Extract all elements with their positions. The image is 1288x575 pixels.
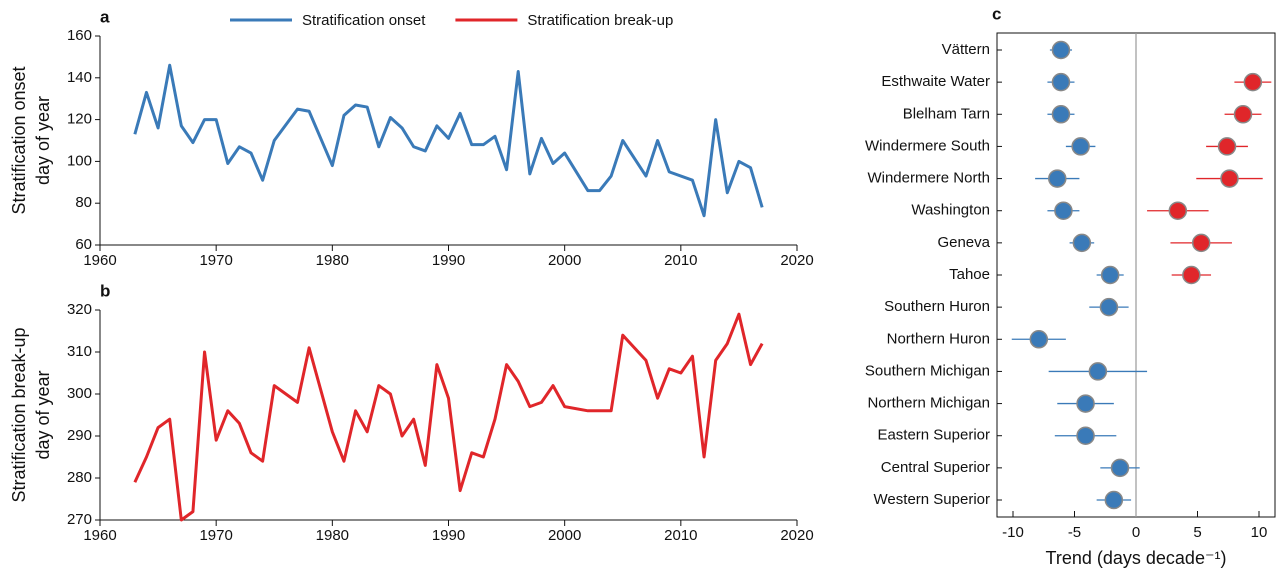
- y-tick-label: 60: [75, 236, 92, 253]
- x-axis-label: Trend (days decade⁻¹): [1046, 548, 1227, 568]
- trend-point: [1233, 105, 1253, 124]
- category-label: Southern Huron: [884, 298, 990, 315]
- x-tick-label: 0: [1132, 524, 1140, 541]
- trend-point: [1191, 233, 1211, 253]
- category-label: Tahoe: [949, 266, 990, 283]
- y-tick-label: 100: [67, 152, 92, 169]
- y-axis-label: Stratification onset: [9, 66, 29, 214]
- panel-label: c: [992, 4, 1001, 23]
- trend-point: [1099, 297, 1119, 317]
- y-tick-label: 300: [67, 385, 92, 402]
- trend-point: [1100, 265, 1120, 285]
- trend-point: [1243, 72, 1263, 92]
- category-label: Washington: [911, 202, 990, 219]
- category-label: Northern Huron: [887, 330, 990, 347]
- category-label: Vättern: [942, 41, 990, 58]
- category-label: Blelham Tarn: [903, 105, 990, 122]
- y-axis-label: Stratification break-up: [9, 327, 29, 502]
- x-tick-label: 1960: [83, 252, 116, 269]
- trend-point: [1051, 105, 1071, 124]
- y-axis-label: day of year: [33, 370, 53, 459]
- x-tick-label: -10: [1002, 524, 1024, 541]
- trend-point: [1168, 201, 1188, 220]
- trend-point: [1051, 40, 1071, 60]
- x-tick-label: 1970: [199, 252, 232, 269]
- legend-label: Stratification onset: [302, 12, 426, 29]
- trend-point: [1029, 330, 1049, 349]
- x-tick-label: 1990: [432, 252, 465, 269]
- category-label: Western Superior: [874, 491, 990, 508]
- series-line: [133, 63, 764, 218]
- trend-point: [1051, 72, 1071, 92]
- category-label: Windermere South: [865, 137, 990, 154]
- x-tick-label: 2020: [780, 527, 813, 544]
- y-tick-label: 140: [67, 69, 92, 86]
- trend-point: [1088, 362, 1108, 381]
- category-label: Eastern Superior: [877, 427, 990, 444]
- trend-point: [1076, 426, 1095, 445]
- category-label: Southern Michigan: [865, 362, 990, 379]
- series-line: [133, 312, 764, 522]
- trend-point: [1076, 394, 1095, 413]
- trend-point: [1217, 137, 1237, 156]
- x-tick-label: 5: [1193, 524, 1201, 541]
- x-tick-label: -5: [1068, 524, 1081, 541]
- trend-point: [1220, 169, 1239, 188]
- trend-point: [1182, 265, 1201, 285]
- x-tick-label: 10: [1251, 524, 1268, 541]
- x-tick-label: 1990: [432, 527, 465, 544]
- panel-label: b: [100, 281, 110, 300]
- x-tick-label: 1980: [316, 252, 349, 269]
- y-tick-label: 290: [67, 427, 92, 444]
- x-tick-label: 2010: [664, 527, 697, 544]
- y-tick-label: 80: [75, 194, 92, 211]
- category-label: Northern Michigan: [867, 395, 990, 412]
- category-label: Esthwaite Water: [881, 73, 990, 90]
- category-label: Geneva: [937, 234, 990, 251]
- category-label: Central Superior: [881, 459, 990, 476]
- y-tick-label: 280: [67, 469, 92, 486]
- x-tick-label: 2010: [664, 252, 697, 269]
- trend-point: [1071, 137, 1090, 156]
- x-tick-label: 1980: [316, 527, 349, 544]
- y-tick-label: 270: [67, 511, 92, 528]
- trend-point: [1048, 169, 1067, 188]
- trend-point: [1104, 490, 1124, 510]
- y-tick-label: 320: [67, 301, 92, 318]
- trend-point: [1110, 458, 1130, 478]
- trend-point: [1072, 233, 1092, 253]
- x-tick-label: 2000: [548, 527, 581, 544]
- y-tick-label: 310: [67, 343, 92, 360]
- category-label: Windermere North: [867, 170, 990, 187]
- trend-point: [1054, 201, 1073, 220]
- legend-label: Stratification break-up: [527, 12, 673, 29]
- y-tick-label: 120: [67, 111, 92, 128]
- x-tick-label: 2000: [548, 252, 581, 269]
- x-tick-label: 1960: [83, 527, 116, 544]
- y-axis-label: day of year: [33, 96, 53, 185]
- x-tick-label: 2020: [780, 252, 813, 269]
- y-tick-label: 160: [67, 27, 92, 44]
- x-tick-label: 1970: [199, 527, 232, 544]
- panel-label: a: [100, 7, 110, 26]
